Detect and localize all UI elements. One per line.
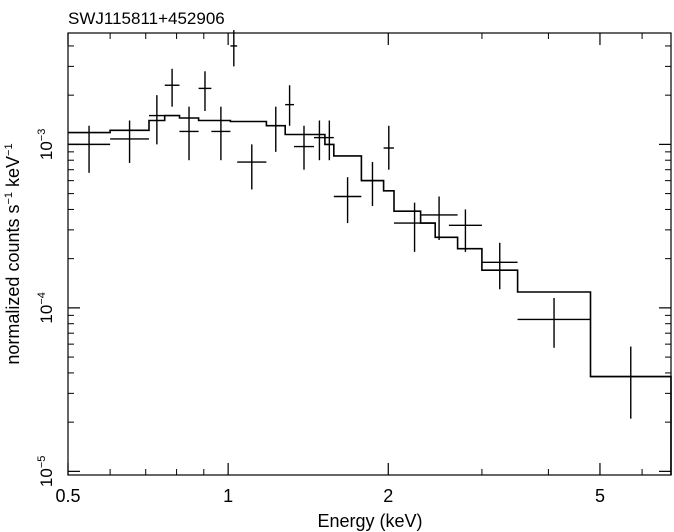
data-point	[237, 144, 267, 190]
data-point	[517, 297, 591, 348]
data-point	[361, 162, 384, 206]
data-point	[211, 106, 231, 161]
data-point	[448, 209, 482, 252]
data-point	[164, 68, 180, 107]
data-point	[393, 202, 436, 252]
data-point	[420, 196, 458, 241]
data-point	[68, 125, 111, 173]
data-point	[481, 242, 518, 290]
data-point	[149, 95, 165, 145]
data-point	[383, 125, 394, 170]
x-tick-label: 2	[383, 486, 393, 506]
axis-ticks	[67, 33, 671, 475]
data-point	[313, 120, 325, 161]
x-tick-label: 0.5	[55, 486, 80, 506]
data-point	[285, 85, 295, 126]
x-tick-label: 5	[595, 486, 605, 506]
y-tick-label: 10−3	[36, 129, 56, 160]
data-point	[324, 120, 334, 161]
data-point	[266, 106, 286, 152]
data-point	[333, 177, 362, 224]
data-points	[68, 30, 671, 419]
axis-tick-labels: 0.5 1 2 5 10−5 10−4 10−3	[36, 129, 605, 506]
data-point	[590, 346, 671, 419]
y-tick-label: 10−5	[36, 456, 56, 487]
model-step-line	[68, 114, 672, 475]
x-axis-label: Energy (keV)	[317, 511, 422, 531]
data-point	[198, 71, 212, 112]
x-tick-label: 1	[223, 486, 233, 506]
plot-frame	[67, 32, 672, 476]
data-point	[179, 106, 199, 161]
model-step	[68, 114, 672, 475]
y-axis-label: normalized counts s−1 keV−1	[3, 143, 23, 364]
data-point	[230, 30, 238, 67]
data-point	[294, 125, 314, 170]
y-tick-label: 10−4	[36, 292, 56, 323]
data-point	[110, 120, 150, 163]
chart-title: SWJ115811+452906	[68, 9, 225, 28]
